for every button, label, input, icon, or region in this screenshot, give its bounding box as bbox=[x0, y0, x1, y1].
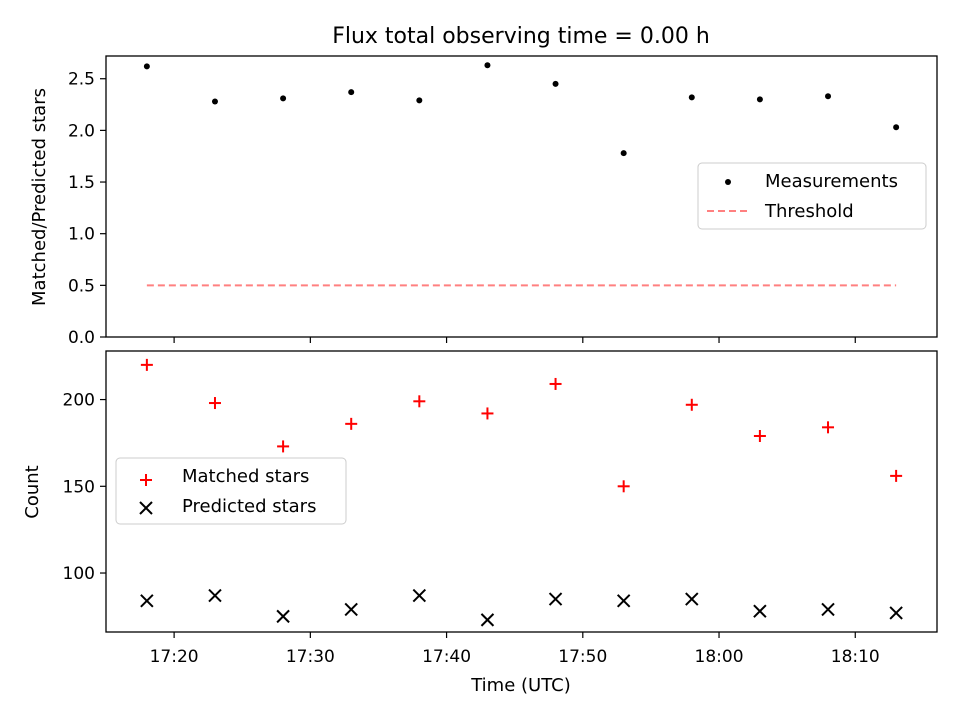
predicted-star-point bbox=[821, 602, 835, 617]
measurement-point bbox=[211, 98, 218, 105]
bottom-plot-frame bbox=[105, 350, 938, 633]
bottom-legend: Matched stars Predicted stars bbox=[115, 457, 347, 525]
bottom-xtick-label: 17:50 bbox=[558, 647, 607, 667]
top-ytick-label: 1.5 bbox=[68, 173, 95, 193]
predicted-star-point bbox=[616, 594, 631, 608]
predicted-star-point bbox=[276, 609, 290, 624]
measurement-point bbox=[688, 94, 695, 101]
measurement-point bbox=[416, 97, 423, 104]
matched-star-point bbox=[617, 480, 630, 493]
matched-star-point bbox=[140, 358, 153, 371]
top-ytick-label: 1.0 bbox=[68, 225, 95, 245]
bottom-xtick-label: 18:10 bbox=[831, 647, 880, 667]
matched-star-point bbox=[277, 440, 290, 453]
bottom-xtick-label: 17:40 bbox=[422, 647, 471, 667]
predicted-star-point bbox=[889, 606, 903, 620]
measurement-point bbox=[143, 63, 150, 70]
top-ytick-label: 0.0 bbox=[68, 328, 95, 348]
predicted-star-point bbox=[412, 588, 427, 603]
bottom-xtick-label: 18:00 bbox=[695, 647, 744, 667]
top-ytick-label: 2.0 bbox=[68, 121, 95, 141]
measurement-point bbox=[893, 124, 900, 131]
predicted-star-point bbox=[685, 592, 699, 606]
bottom-ytick-label: 200 bbox=[63, 391, 95, 411]
predicted-star-point bbox=[140, 594, 154, 608]
matched-star-point bbox=[345, 417, 358, 430]
matched-star-point bbox=[208, 397, 221, 410]
matched-star-point bbox=[890, 469, 903, 482]
legend-marker-matched-stars bbox=[140, 474, 152, 486]
top-legend: Measurements Threshold bbox=[697, 162, 927, 230]
figure-title: Flux total observing time = 0.00 h bbox=[332, 24, 710, 49]
measurement-point bbox=[756, 96, 763, 103]
matched-star-point bbox=[685, 398, 698, 411]
bottom-ytick-label: 100 bbox=[63, 564, 95, 584]
measurement-point bbox=[620, 150, 627, 157]
measurement-point bbox=[552, 80, 559, 87]
predicted-star-point bbox=[480, 613, 495, 627]
bottom-legend-box bbox=[115, 457, 347, 525]
matched-star-point bbox=[549, 377, 562, 390]
legend-label-threshold: Threshold bbox=[764, 201, 854, 222]
legend-label-predicted-stars: Predicted stars bbox=[182, 496, 316, 517]
predicted-star-point bbox=[753, 604, 767, 618]
predicted-star-point bbox=[208, 588, 222, 603]
legend-marker-predicted-stars bbox=[139, 501, 153, 515]
top-ytick-label: 2.5 bbox=[68, 70, 95, 90]
matched-star-point bbox=[753, 429, 766, 442]
top-ylabel: Matched/Predicted stars bbox=[29, 88, 50, 306]
legend-label-measurements: Measurements bbox=[765, 171, 898, 192]
measurement-point bbox=[280, 95, 287, 102]
bottom-xtick-label: 17:20 bbox=[150, 647, 199, 667]
top-plot-frame bbox=[105, 55, 938, 338]
top-legend-box bbox=[697, 162, 927, 230]
top-ytick-label: 0.5 bbox=[68, 276, 95, 296]
predicted-star-point bbox=[344, 602, 358, 617]
top-axes: 0.0 0.5 1.0 1.5 2.0 2.5 Matched/Predicted sta… bbox=[29, 55, 938, 348]
matched-star-point bbox=[481, 407, 494, 420]
matched-star-point bbox=[413, 395, 426, 408]
legend-marker-measurements bbox=[725, 179, 731, 185]
legend-label-matched-stars: Matched stars bbox=[182, 466, 309, 487]
measurement-point bbox=[348, 89, 355, 96]
matched-star-point bbox=[822, 421, 835, 434]
bottom-xtick-label: 17:30 bbox=[286, 647, 335, 667]
bottom-ytick-label: 150 bbox=[63, 477, 95, 497]
measurement-point bbox=[484, 62, 491, 69]
x-axis-label: Time (UTC) bbox=[470, 675, 571, 696]
bottom-ylabel: Count bbox=[22, 465, 43, 518]
predicted-star-point bbox=[548, 592, 563, 606]
measurement-point bbox=[825, 93, 832, 100]
